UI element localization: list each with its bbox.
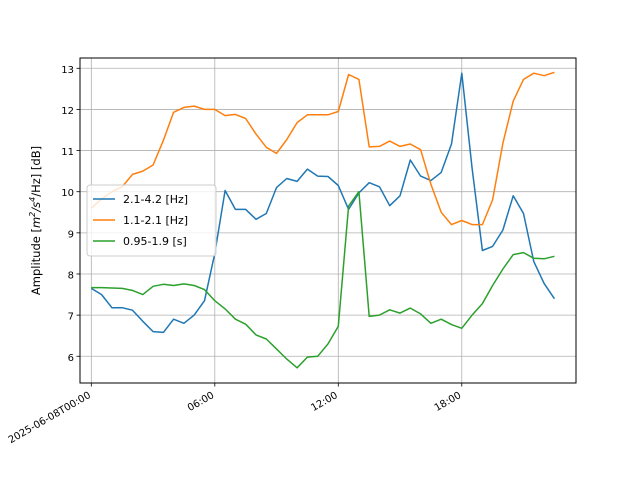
plot-area-frame — [79, 57, 577, 384]
y-tick-label: 7 — [68, 312, 74, 323]
y-axis-label-prefix: Amplitude [ — [29, 228, 43, 295]
y-tick-label: 9 — [68, 229, 74, 240]
series-line-3 — [91, 190, 555, 369]
y-tick-label: 8 — [68, 270, 74, 281]
y-tick-label: 11 — [61, 147, 74, 158]
y-tick-label: 13 — [61, 65, 74, 76]
y-axis: 6 7 8 9 10 11 12 13 — [61, 65, 80, 364]
y-axis-label-unit-m: m — [29, 217, 43, 228]
legend-box — [86, 184, 217, 257]
y-tick-label: 6 — [68, 353, 74, 364]
y-axis-label-unit-s-exp: 4 — [28, 197, 37, 202]
series-line-2 — [90, 71, 555, 226]
y-axis-label-unit-mid: /s — [29, 202, 43, 213]
y-axis-label: Amplitude [m2/s4/Hz] [dB] — [28, 146, 43, 295]
legend-label: 1.1-2.1 [Hz] — [123, 214, 188, 227]
legend-label: 2.1-4.2 [Hz] — [123, 193, 188, 206]
y-tick-label: 12 — [61, 106, 74, 117]
y-axis-label-unit-m-exp: 2 — [28, 212, 37, 217]
series-line-1 — [90, 72, 556, 334]
legend: 2.1-4.2 [Hz] 1.1-2.1 [Hz] 0.95-1.9 [s] — [86, 184, 217, 257]
y-axis-label-unit-end: /Hz] [dB] — [29, 146, 43, 197]
legend-label: 0.95-1.9 [s] — [123, 235, 187, 248]
y-tick-label: 10 — [61, 188, 74, 199]
series-group — [90, 71, 556, 369]
